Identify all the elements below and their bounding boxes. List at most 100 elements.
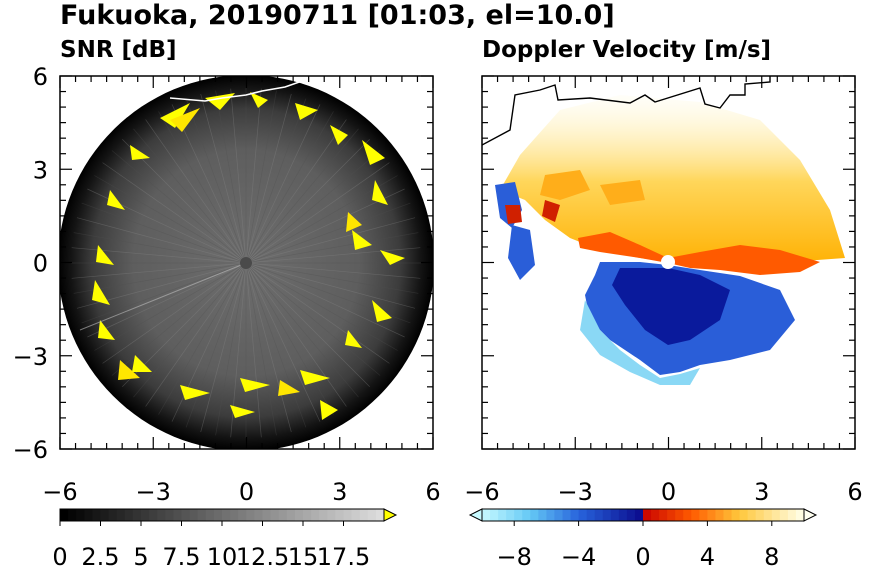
snr-texture-ray xyxy=(245,93,292,264)
snr-texture-ray xyxy=(102,162,247,264)
snr-colorbar-bin xyxy=(270,509,280,521)
doppler-field xyxy=(482,76,855,449)
snr-y-tick-label: 3 xyxy=(33,156,48,184)
doppler-strong-approaching-core xyxy=(612,268,730,345)
snr-colorbar-bin xyxy=(76,509,85,521)
snr-texture-ray xyxy=(76,217,247,264)
snr-colorbar-bin xyxy=(60,509,69,521)
snr-texture-ray xyxy=(71,262,247,279)
doppler-colorbar: −8 −4 0 4 8 xyxy=(468,508,818,570)
doppler-colorbar-bin xyxy=(643,509,652,521)
snr-colorbar-tick-label: 2.5 xyxy=(81,543,119,570)
snr-x-tick-label: 3 xyxy=(332,478,347,506)
snr-texture-ray xyxy=(145,262,247,407)
doppler-colorbar-bin xyxy=(538,509,547,521)
doppler-colorbar-bin xyxy=(554,509,563,521)
snr-texture-ray xyxy=(245,262,262,438)
radar-site-marker xyxy=(240,257,252,269)
doppler-colorbar-bin xyxy=(795,509,805,521)
snr-colorbar-tick-label: 0 xyxy=(52,543,67,570)
snr-texture-ray xyxy=(133,128,247,264)
snr-texture-ray xyxy=(215,90,247,264)
snr-texture-ray xyxy=(245,262,359,398)
doppler-colorbar-bin xyxy=(562,509,572,521)
snr-colorbar-bin xyxy=(375,509,385,521)
doppler-colorbar-tick-label: 8 xyxy=(764,543,779,570)
snr-texture-ray xyxy=(245,202,411,264)
snr-texture-ray xyxy=(245,119,347,264)
doppler-west-approaching-cluster xyxy=(495,182,535,280)
snr-y-tick-label: 6 xyxy=(33,63,48,91)
doppler-colorbar-bin xyxy=(482,509,491,521)
snr-texture-ray xyxy=(245,175,398,264)
doppler-colorbar-bin xyxy=(787,509,797,521)
doppler-colorbar-bin xyxy=(779,509,789,521)
snr-y-tick-label: −6 xyxy=(13,436,48,464)
snr-texture-ray xyxy=(111,150,247,264)
snr-texture-ray xyxy=(145,119,247,264)
snr-colorbar-bin xyxy=(68,509,77,521)
snr-texture-ray xyxy=(122,139,247,264)
snr-texture-ray xyxy=(245,262,307,428)
doppler-colorbar-bin xyxy=(699,509,708,521)
snr-texture-ray xyxy=(171,104,247,264)
snr-colorbar-bin xyxy=(294,509,304,521)
snr-streak xyxy=(79,262,247,331)
snr-colorbar-bin xyxy=(100,509,110,521)
snr-texture-ray xyxy=(158,111,247,264)
doppler-colorbar-bin xyxy=(763,509,773,521)
snr-texture-ray xyxy=(245,262,321,422)
doppler-colorbar-bin xyxy=(618,509,628,521)
snr-colorbar-tick-label: 10 xyxy=(207,543,238,570)
snr-texture-ray xyxy=(87,262,247,338)
snr-texture-ray xyxy=(245,262,398,351)
snr-colorbar-tick-label: 7.5 xyxy=(162,543,200,570)
snr-texture-ray xyxy=(200,262,247,433)
doppler-colorbar-tick-label: −8 xyxy=(497,543,532,570)
snr-colorbar-bin xyxy=(141,509,150,521)
snr-texture-ray xyxy=(245,262,370,387)
snr-colorbar-bin xyxy=(92,509,101,521)
snr-texture-ray xyxy=(245,247,421,264)
doppler-x-tick-label: −6 xyxy=(464,478,499,506)
doppler-colorbar-bin xyxy=(755,509,765,521)
snr-texture-ray xyxy=(245,90,277,264)
snr-x-tick-label: −6 xyxy=(42,478,77,506)
snr-colorbar-bin xyxy=(173,509,182,521)
snr-colorbar-bin xyxy=(286,509,296,521)
snr-texture-ray xyxy=(245,262,390,364)
doppler-receding-region xyxy=(500,95,845,268)
snr-panel-title: SNR [dB] xyxy=(60,37,177,63)
doppler-receding-patches xyxy=(540,170,645,205)
snr-panel: SNR [dB] −6 −3 0 3 6 6 3 0 −3 −6 xyxy=(13,37,441,506)
doppler-colorbar-bin xyxy=(530,509,539,521)
doppler-colorbar-bin xyxy=(683,509,692,521)
doppler-colorbar-bin xyxy=(570,509,580,521)
snr-texture-ray xyxy=(245,262,277,436)
snr-x-tick-label: 0 xyxy=(239,478,254,506)
snr-texture-ray xyxy=(245,104,321,264)
snr-texture-ray xyxy=(245,98,307,264)
snr-texture-ray xyxy=(245,217,416,264)
snr-texture-ray xyxy=(245,150,381,264)
snr-colorbar-tick-label: 17.5 xyxy=(317,543,370,570)
snr-texture-ray xyxy=(245,262,347,407)
doppler-colorbar-bin xyxy=(675,509,684,521)
snr-texture-ray xyxy=(81,202,247,264)
doppler-weak-approaching-fringe xyxy=(580,300,700,385)
snr-coastline xyxy=(169,76,323,102)
doppler-strong-receding-band xyxy=(578,232,820,275)
snr-field xyxy=(60,76,433,449)
snr-colorbar-bin xyxy=(303,509,312,521)
doppler-site-marker xyxy=(661,255,675,269)
snr-texture-ray xyxy=(245,262,292,433)
snr-texture-ray xyxy=(133,262,247,398)
doppler-colorbar-bin xyxy=(490,509,499,521)
snr-colorbar-bin xyxy=(343,509,353,521)
doppler-colorbar-extend-max-arrow xyxy=(803,508,818,522)
doppler-colorbar-bin xyxy=(586,509,596,521)
doppler-colorbar-bin xyxy=(610,509,620,521)
snr-colorbar-bin xyxy=(165,509,174,521)
snr-y-tick-label: −3 xyxy=(13,343,48,371)
snr-texture-ray xyxy=(230,88,247,264)
